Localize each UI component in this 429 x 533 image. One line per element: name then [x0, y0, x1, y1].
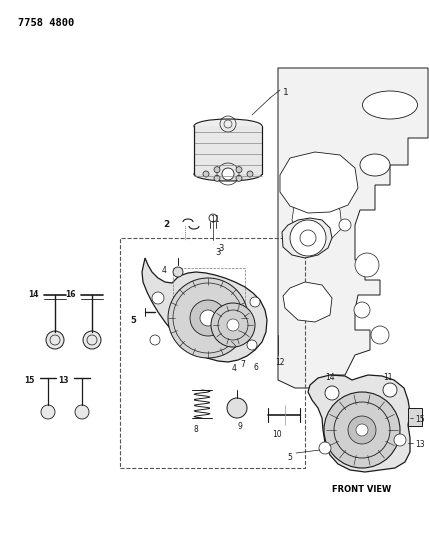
Text: 3: 3 [215, 248, 221, 257]
Circle shape [214, 167, 220, 173]
Text: 8: 8 [194, 425, 199, 434]
Circle shape [356, 424, 368, 436]
Polygon shape [282, 218, 332, 258]
Circle shape [247, 340, 257, 350]
Polygon shape [280, 152, 358, 213]
Circle shape [236, 175, 242, 181]
Text: 7: 7 [240, 360, 245, 369]
Circle shape [46, 331, 64, 349]
Circle shape [222, 168, 234, 180]
Circle shape [203, 171, 209, 177]
Polygon shape [308, 375, 410, 472]
Text: 4: 4 [162, 266, 167, 275]
Text: 16: 16 [65, 290, 76, 299]
Polygon shape [283, 282, 332, 322]
Circle shape [247, 171, 253, 177]
Circle shape [75, 405, 89, 419]
Text: 15: 15 [415, 415, 425, 424]
Circle shape [168, 278, 248, 358]
Circle shape [236, 167, 242, 173]
Circle shape [41, 405, 55, 419]
Bar [194, 126, 262, 174]
Text: 3: 3 [218, 244, 224, 253]
Text: 7758 4800: 7758 4800 [18, 18, 74, 28]
Polygon shape [142, 258, 267, 362]
Circle shape [190, 300, 226, 336]
Circle shape [325, 386, 339, 400]
Circle shape [348, 416, 376, 444]
Ellipse shape [194, 167, 262, 181]
Circle shape [211, 303, 255, 347]
Circle shape [345, 180, 355, 190]
Circle shape [150, 335, 160, 345]
Text: 4: 4 [232, 364, 237, 373]
Circle shape [200, 310, 216, 326]
Circle shape [290, 220, 326, 256]
Text: 6: 6 [253, 363, 258, 372]
Ellipse shape [194, 119, 262, 133]
Text: 11: 11 [383, 373, 393, 382]
Text: 9: 9 [237, 422, 242, 431]
Circle shape [152, 292, 164, 304]
Text: 5: 5 [130, 316, 136, 325]
Text: 13: 13 [415, 440, 425, 449]
Circle shape [355, 253, 379, 277]
Bar [120, 238, 305, 468]
Text: 14: 14 [28, 290, 39, 299]
Text: 11: 11 [210, 215, 220, 224]
Text: 12: 12 [275, 358, 284, 367]
Circle shape [227, 398, 247, 418]
Text: 2: 2 [163, 220, 169, 229]
Circle shape [339, 219, 351, 231]
Polygon shape [278, 68, 428, 388]
Text: 5: 5 [287, 453, 292, 462]
Circle shape [83, 331, 101, 349]
Text: 15: 15 [24, 376, 34, 385]
Text: 13: 13 [58, 376, 69, 385]
Bar [173, 268, 245, 336]
Circle shape [324, 392, 400, 468]
Text: 14: 14 [325, 373, 335, 382]
Text: 10: 10 [272, 430, 281, 439]
Bar [408, 408, 422, 426]
Circle shape [214, 175, 220, 181]
Circle shape [173, 267, 183, 277]
Circle shape [371, 326, 389, 344]
Polygon shape [292, 195, 342, 242]
Circle shape [394, 434, 406, 446]
Circle shape [354, 302, 370, 318]
Ellipse shape [360, 154, 390, 176]
Circle shape [319, 442, 331, 454]
Circle shape [250, 297, 260, 307]
Circle shape [227, 319, 239, 331]
Text: FRONT VIEW: FRONT VIEW [332, 485, 392, 494]
Ellipse shape [363, 91, 417, 119]
Text: 1: 1 [283, 88, 289, 97]
Circle shape [383, 383, 397, 397]
